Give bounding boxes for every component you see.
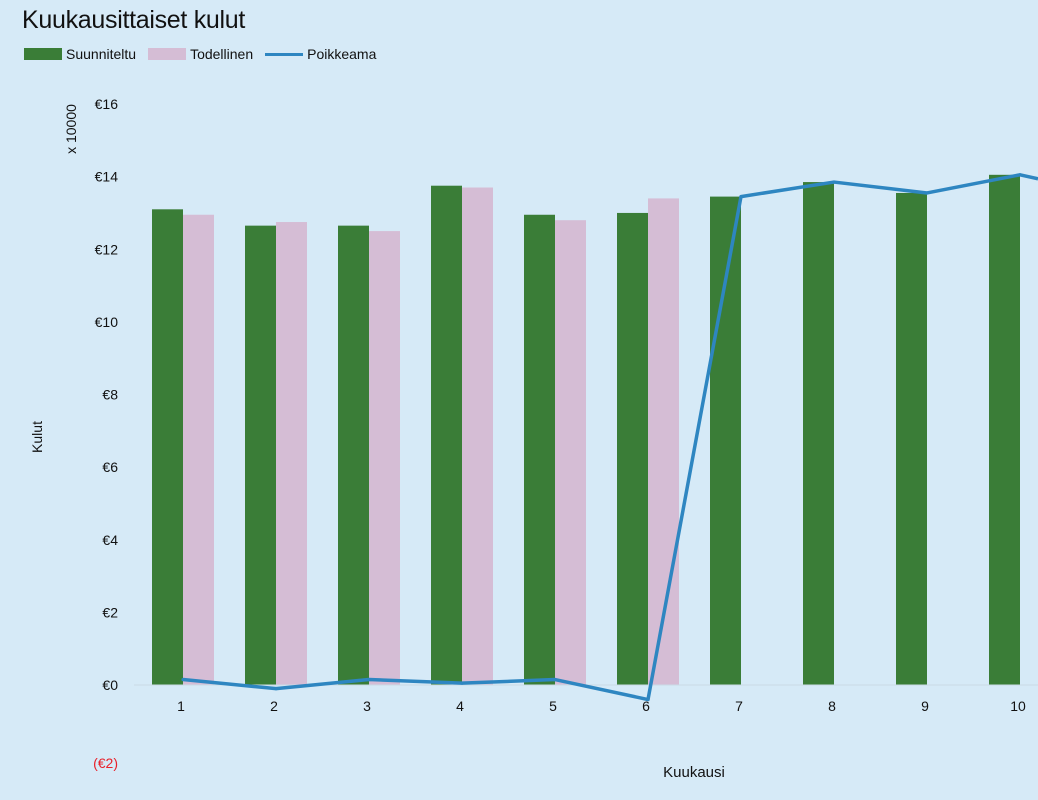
y-tick-label: €12 (95, 241, 119, 257)
legend-item-poikkeama: Poikkeama (265, 46, 376, 62)
bar-suunniteltu-9 (896, 192, 927, 685)
point-poikkeama-3 (367, 677, 371, 682)
bar-suunniteltu-2 (245, 225, 276, 685)
legend-item-todellinen: Todellinen (148, 46, 253, 62)
bar-suunniteltu-4 (431, 185, 462, 685)
x-tick-label-8: 8 (828, 698, 836, 714)
x-axis-label: Kuukausi (663, 764, 725, 781)
x-tick-labels: 1 2 3 4 5 6 7 8 9 10 (177, 698, 1026, 714)
legend-label-suunniteltu: Suunniteltu (66, 46, 137, 62)
legend-label-poikkeama: Poikkeama (307, 46, 377, 62)
bar-todellinen-2 (276, 222, 307, 685)
bar-suunniteltu-1 (152, 209, 183, 685)
x-tick-label-9: 9 (921, 698, 929, 714)
point-poikkeama-10 (1018, 173, 1022, 177)
y-unit-label: x 10000 (63, 104, 79, 154)
bar-suunniteltu-10 (989, 174, 1020, 685)
y-tick-label: €8 (102, 387, 118, 403)
bar-suunniteltu-6 (617, 212, 648, 685)
y-tick-label: €10 (95, 314, 119, 330)
x-tick-label-10: 10 (1010, 698, 1026, 714)
y-axis-label: Kulut (29, 421, 45, 453)
point-poikkeama-7 (739, 194, 743, 199)
bar-suunniteltu-5 (524, 214, 555, 686)
bar-todellinen-3 (369, 231, 400, 685)
x-tick-label-7: 7 (735, 698, 743, 714)
bar-todellinen-5 (555, 220, 586, 685)
x-tick-label-4: 4 (456, 698, 464, 714)
legend-swatch-suunniteltu (24, 48, 62, 60)
legend-item-suunniteltu: Suunniteltu (24, 46, 136, 62)
y-tick-label: €16 (95, 96, 119, 112)
chart-title: Kuukausittaiset kulut (22, 6, 245, 34)
point-poikkeama-8 (832, 180, 836, 184)
point-poikkeama-2 (274, 687, 278, 691)
point-poikkeama-4 (460, 681, 464, 685)
point-poikkeama-5 (553, 677, 557, 682)
x-tick-label-3: 3 (363, 698, 371, 714)
point-poikkeama-9 (925, 191, 929, 195)
y-tick-label: €0 (102, 677, 118, 693)
line-layer (181, 173, 1038, 702)
x-tick-label-1: 1 (177, 698, 185, 714)
bar-todellinen-1 (183, 214, 214, 686)
bar-todellinen-4 (462, 187, 493, 686)
y-tick-label: €4 (102, 532, 118, 548)
legend: Suunniteltu Todellinen Poikkeama (24, 46, 388, 62)
y-tick-label: €2 (102, 604, 118, 620)
x-tick-label-6: 6 (642, 698, 650, 714)
bar-suunniteltu-7 (710, 196, 741, 686)
x-tick-label-2: 2 (270, 698, 278, 714)
point-poikkeama-1 (181, 677, 185, 682)
bar-todellinen-6 (648, 198, 679, 685)
y-tick-label: €6 (102, 459, 118, 475)
y-tick-label: €14 (95, 169, 119, 185)
y-tick-labels: €16 €14 €12 €10 €8 €6 €4 €2 €0 (€2) (93, 96, 118, 771)
y-tick-label: (€2) (93, 755, 118, 771)
bar-suunniteltu-3 (338, 225, 369, 685)
legend-swatch-todellinen (148, 48, 187, 60)
legend-label-todellinen: Todellinen (190, 46, 254, 62)
point-poikkeama-6 (646, 697, 650, 702)
bar-suunniteltu-8 (803, 182, 834, 685)
x-tick-label-5: 5 (549, 698, 557, 714)
legend-line-poikkeama (265, 52, 304, 56)
bars-layer (152, 174, 1020, 686)
